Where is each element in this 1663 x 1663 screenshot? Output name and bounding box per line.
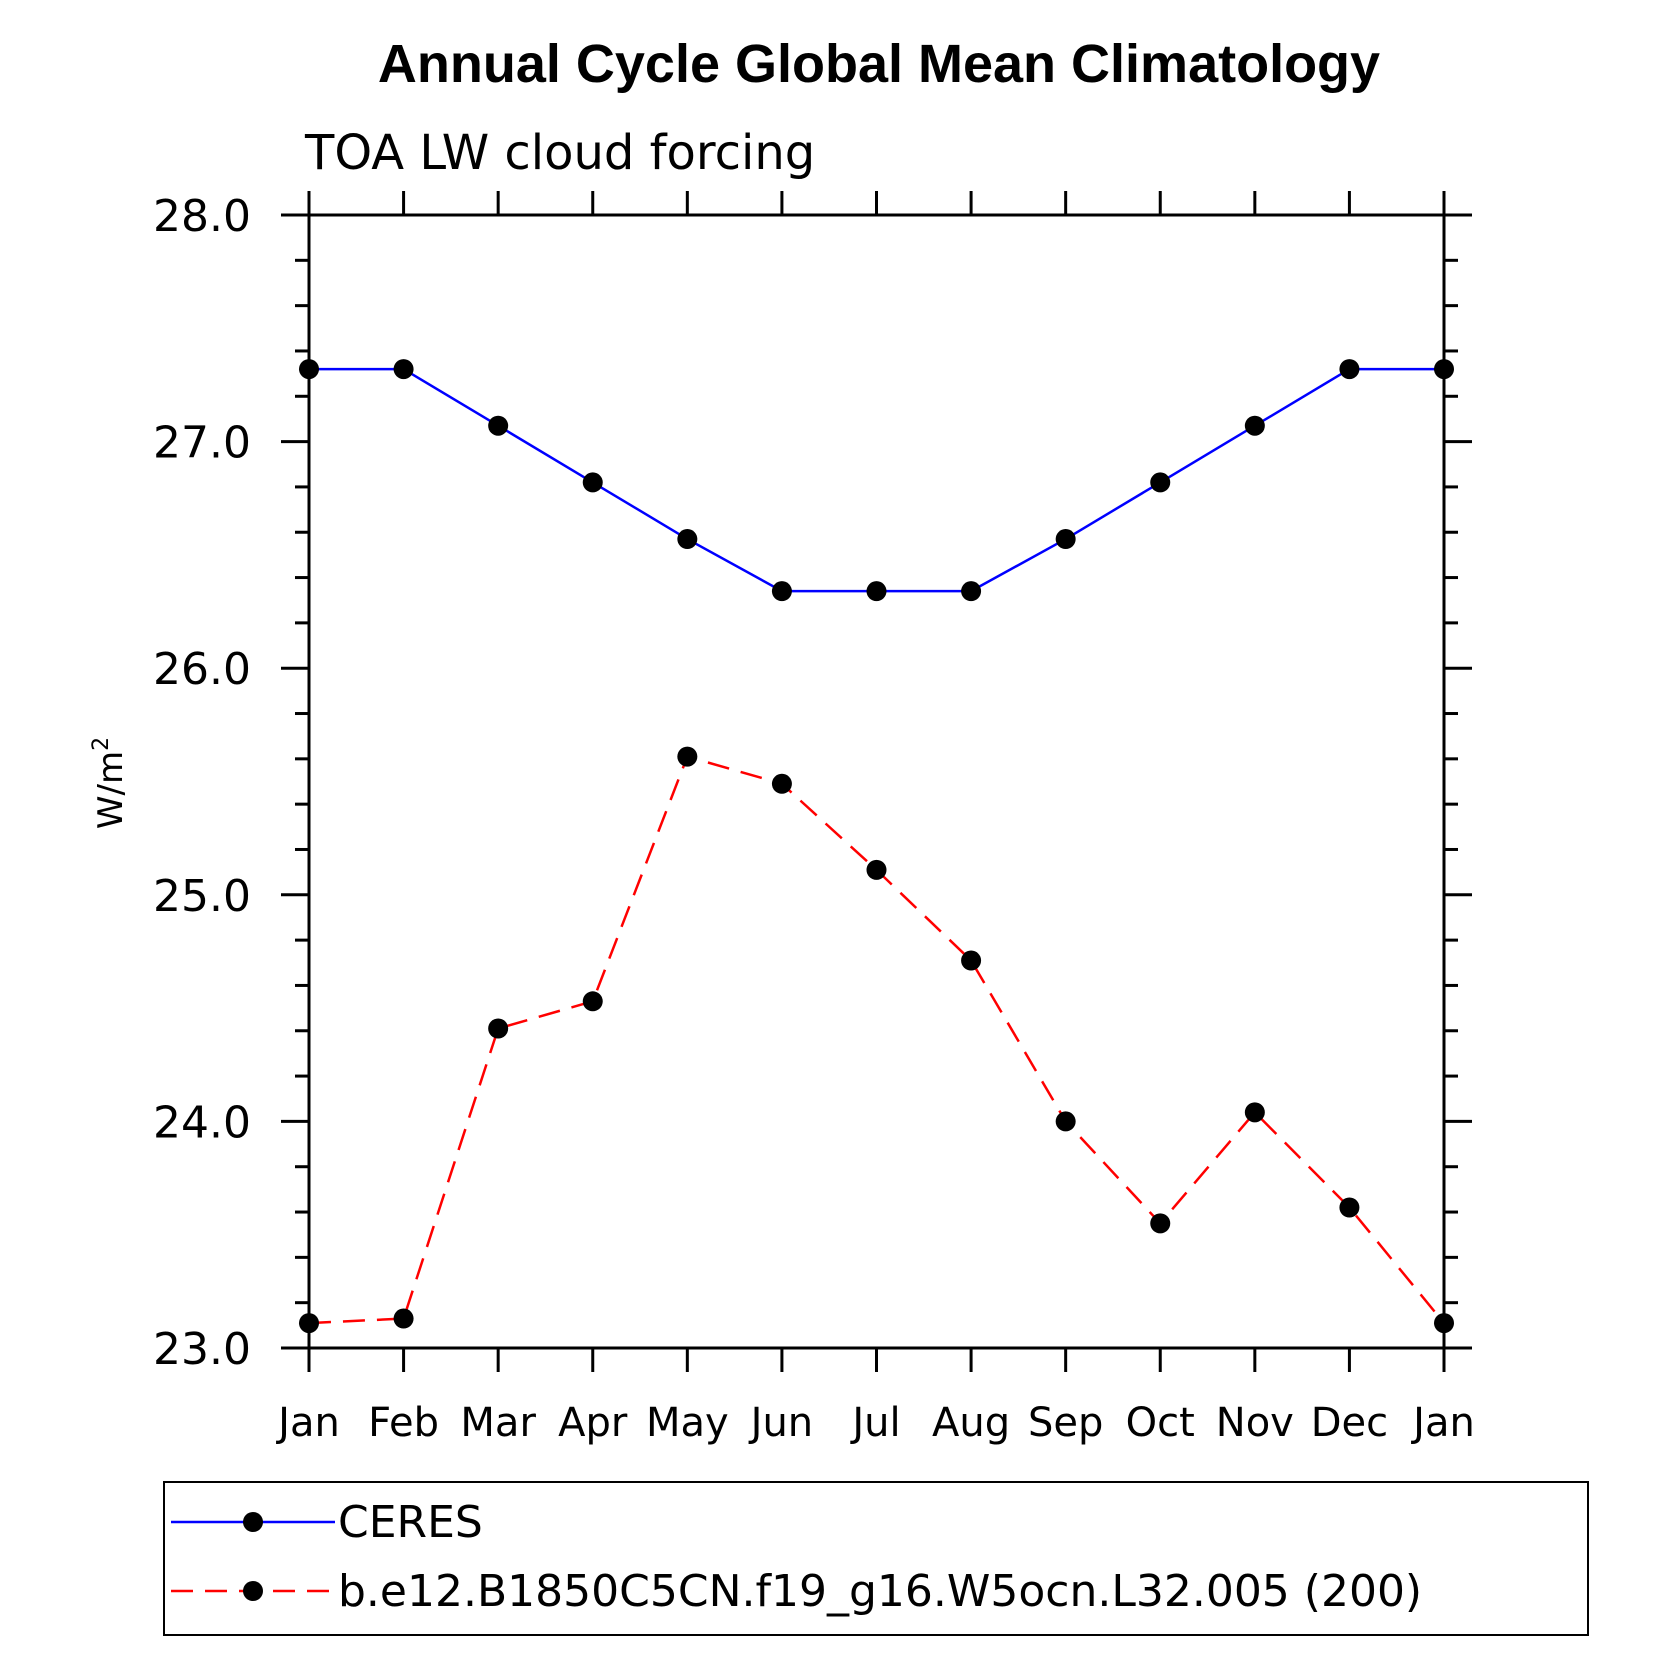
y-tick-label: 25.0: [153, 871, 251, 922]
y-axis-label: W/m2: [89, 737, 131, 829]
data-point: [488, 1018, 509, 1039]
x-tick-label: Apr: [558, 1400, 628, 1446]
x-tick-label: Nov: [1216, 1400, 1294, 1446]
x-tick-label: Aug: [932, 1400, 1010, 1446]
data-point: [1434, 1313, 1454, 1334]
x-tick-label: Oct: [1126, 1400, 1195, 1446]
data-point: [1244, 415, 1265, 436]
data-point: [866, 859, 887, 880]
chart-title: Annual Cycle Global Mean Climatology: [378, 34, 1380, 94]
data-point: [1339, 359, 1360, 380]
series-line-1: [308, 755, 1445, 1325]
legend-box: [163, 1481, 1589, 1636]
data-point: [582, 472, 603, 493]
data-point: [771, 773, 792, 794]
x-tick-label: Jun: [748, 1400, 814, 1446]
data-point: [582, 991, 603, 1012]
y-tick-label: 24.0: [153, 1097, 251, 1148]
data-point: [488, 415, 509, 436]
y-tick-label: 28.0: [153, 191, 251, 242]
data-point: [393, 359, 414, 380]
x-tick-label: Jul: [849, 1400, 900, 1446]
x-tick-label: May: [646, 1400, 729, 1446]
data-point: [771, 581, 792, 602]
data-point: [1244, 1102, 1265, 1123]
series-layer: [299, 359, 1454, 1334]
data-point: [677, 746, 698, 767]
legend-marker-model: [243, 1581, 263, 1601]
data-point: [299, 359, 319, 380]
legend-label-ceres: CERES: [338, 1497, 483, 1548]
data-point: [1150, 472, 1171, 493]
data-point: [1434, 359, 1454, 380]
plot-frame: [307, 213, 1446, 1350]
data-point: [1339, 1197, 1360, 1218]
x-tick-label: Jan: [275, 1400, 340, 1446]
series-line-0: [309, 367, 1444, 593]
data-point: [961, 581, 982, 602]
axes: Jan Feb Mar Apr May Jun Jul Aug Sep Oct Nov Dec Jan 2…: [153, 191, 1475, 1446]
y-axis-label-superscript: 2: [89, 737, 114, 751]
x-tick-label: Dec: [1311, 1400, 1388, 1446]
data-point: [1055, 529, 1076, 550]
chart-subtitle: TOA LW cloud forcing: [304, 125, 815, 181]
x-tick-label: Feb: [368, 1400, 439, 1446]
x-tick-label: Mar: [460, 1400, 536, 1446]
y-axis-label-text: W/m: [91, 751, 131, 829]
legend-marker-ceres: [243, 1512, 263, 1532]
y-tick-label: 27.0: [153, 418, 251, 469]
data-point: [866, 581, 887, 602]
x-tick-label: Jan: [1410, 1400, 1475, 1446]
y-tick-label: 26.0: [153, 644, 251, 695]
data-point: [1055, 1111, 1076, 1132]
legend-label-model: b.e12.B1850C5CN.f19_g16.W5ocn.L32.005 (2…: [338, 1566, 1422, 1617]
data-point: [299, 1313, 319, 1334]
data-point: [1150, 1213, 1171, 1234]
data-point: [961, 950, 982, 971]
y-tick-label: 23.0: [153, 1324, 251, 1375]
svg-text:W/m2: W/m2: [89, 737, 131, 829]
data-point: [393, 1308, 414, 1329]
data-point: [677, 529, 698, 550]
legend: CERES b.e12.B1850C5CN.f19_g16.W5ocn.L32.…: [163, 1481, 1589, 1636]
x-tick-label: Sep: [1028, 1400, 1103, 1446]
